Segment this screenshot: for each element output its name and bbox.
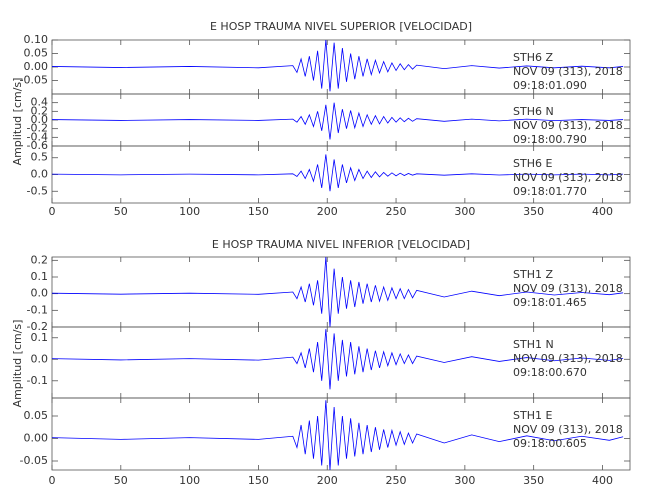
y-axis-label: Amplitud [cm/s] [11,78,24,166]
trace-label: NOV 09 (313), 2018 [513,119,623,132]
x-tick-label: 100 [179,474,200,487]
x-tick-label: 0 [49,474,56,487]
y-tick-label: -0.05 [20,74,48,87]
trace-label: NOV 09 (313), 2018 [513,171,623,184]
x-tick-label: 50 [114,205,128,218]
y-tick-label: 0.00 [24,432,49,445]
y-tick-label: -0.4 [27,130,48,143]
trace-label: NOV 09 (313), 2018 [513,65,623,78]
y-tick-label: -0.1 [27,374,48,387]
trace-label: NOV 09 (313), 2018 [513,352,623,365]
panel-title: E HOSP TRAUMA NIVEL SUPERIOR [VELOCIDAD] [210,20,472,33]
trace-label: NOV 09 (313), 2018 [513,282,623,295]
waveform [52,400,624,470]
x-tick-label: 350 [523,474,544,487]
x-tick-label: 200 [317,205,338,218]
y-tick-label: 0.5 [31,151,49,164]
y-tick-label: 0.2 [31,104,49,117]
y-tick-label: 0.2 [31,253,49,266]
trace-label: 09:18:00.670 [513,366,587,379]
y-tick-label: -0.5 [27,184,48,197]
x-tick-label: 300 [454,474,475,487]
y-tick-label: 0.0 [31,168,49,181]
x-tick-label: 200 [317,474,338,487]
x-tick-label: 100 [179,205,200,218]
x-tick-label: 400 [592,474,613,487]
x-tick-label: 50 [114,474,128,487]
trace-label: 09:18:01.090 [513,79,587,92]
x-tick-label: 0 [49,205,56,218]
trace-label: 09:18:00.790 [513,133,587,146]
y-tick-label: -0.6 [27,139,48,152]
y-tick-label: 0.0 [31,287,49,300]
y-tick-label: 0.10 [24,33,49,46]
y-tick-label: 0.05 [24,47,49,60]
y-tick-label: 0.05 [24,409,49,422]
x-tick-label: 150 [248,474,269,487]
trace-label: STH6 Z [513,51,553,64]
trace-label: 09:18:00.605 [513,437,587,450]
trace-label: STH1 N [513,338,554,351]
x-tick-label: 250 [386,474,407,487]
x-tick-label: 250 [386,205,407,218]
trace-label: 09:18:01.465 [513,296,587,309]
y-tick-label: -0.2 [27,320,48,333]
y-tick-label: 0.4 [31,96,49,109]
trace-label: NOV 09 (313), 2018 [513,423,623,436]
y-tick-label: -0.1 [27,303,48,316]
waveform [52,257,624,327]
x-tick-label: 300 [454,205,475,218]
y-tick-label: -0.2 [27,122,48,135]
x-tick-label: 150 [248,205,269,218]
trace-label: 09:18:01.770 [513,185,587,198]
trace-label: STH6 N [513,105,554,118]
x-tick-label: 350 [523,205,544,218]
waveform [52,102,624,140]
y-tick-label: 0.0 [31,113,49,126]
trace-label: STH1 Z [513,268,553,281]
y-tick-label: 0.1 [31,331,49,344]
trace-label: STH1 E [513,409,552,422]
waveform [52,154,624,192]
y-tick-label: 0.1 [31,270,49,283]
y-axis-label: Amplitud [cm/s] [11,320,24,408]
waveform [52,40,624,92]
panel-title: E HOSP TRAUMA NIVEL INFERIOR [VELOCIDAD] [212,238,470,251]
y-tick-label: 0.00 [24,60,49,73]
plot-frame [51,397,631,471]
y-tick-label: 0.0 [31,352,49,365]
x-tick-label: 400 [592,205,613,218]
y-tick-label: -0.05 [20,454,48,467]
waveform [52,329,624,390]
trace-label: STH6 E [513,157,552,170]
